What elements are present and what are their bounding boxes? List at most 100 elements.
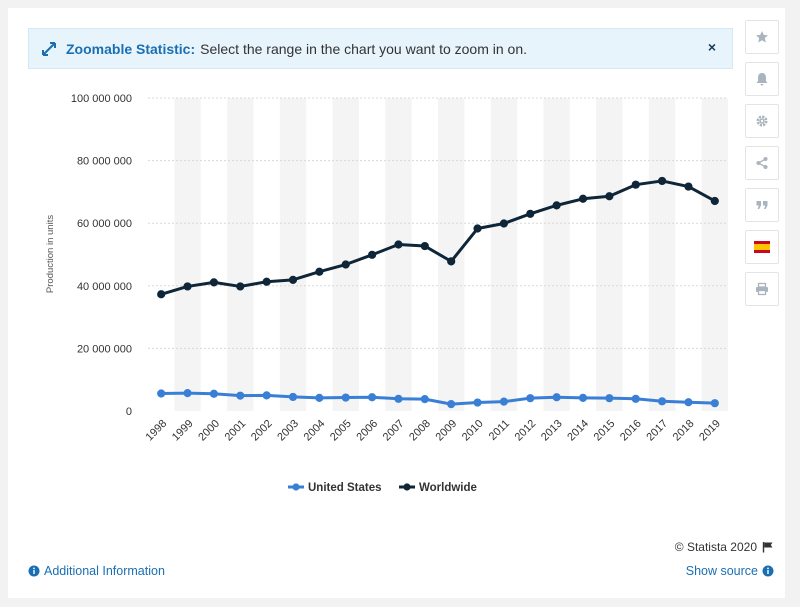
data-point[interactable] — [578, 194, 588, 203]
share-button[interactable] — [745, 146, 779, 180]
data-point[interactable] — [420, 241, 429, 251]
y-tick-label: 60 000 000 — [77, 218, 132, 230]
legend-swatch-marker — [403, 483, 411, 491]
expand-arrows-icon — [42, 41, 56, 56]
data-point[interactable] — [236, 391, 245, 400]
x-tick-label: 2007 — [381, 418, 407, 444]
x-tick-label: 2000 — [196, 418, 222, 444]
data-point[interactable] — [657, 176, 667, 186]
legend-label[interactable]: United States — [308, 482, 382, 494]
data-point[interactable] — [526, 394, 535, 403]
quote-icon — [756, 201, 768, 209]
x-tick-label: 2011 — [487, 418, 512, 443]
banner-text: Select the range in the chart you want t… — [200, 40, 528, 57]
info-icon — [762, 565, 774, 577]
alternating-bands — [174, 98, 728, 411]
x-tick-label: 1998 — [144, 418, 170, 444]
y-tick-label: 80 000 000 — [77, 156, 132, 168]
data-point[interactable] — [552, 201, 561, 210]
data-point[interactable] — [341, 260, 350, 269]
x-tick-label: 2004 — [302, 418, 328, 444]
notification-button[interactable] — [745, 62, 779, 96]
gear-icon — [756, 115, 768, 127]
data-point[interactable] — [367, 393, 377, 402]
y-tick-label: 100 000 000 — [71, 93, 132, 105]
data-point[interactable] — [183, 389, 192, 398]
series-line — [161, 391, 715, 406]
additional-info-link[interactable]: Additional Information — [28, 564, 165, 578]
banner-close-button[interactable]: × — [707, 39, 716, 55]
data-point[interactable] — [447, 400, 456, 409]
data-point[interactable] — [605, 192, 614, 201]
y-axis-ticks: 0 20 000 000 40 000 000 60 000 000 80 000 00… — [71, 93, 132, 418]
band — [332, 98, 359, 411]
show-source-link[interactable]: Show source — [686, 564, 774, 578]
data-point[interactable] — [526, 209, 535, 218]
band — [279, 98, 307, 411]
data-point[interactable] — [684, 182, 693, 191]
series-line — [160, 179, 716, 296]
data-point[interactable] — [657, 397, 667, 406]
star-icon — [756, 31, 768, 43]
band — [490, 98, 518, 411]
x-tick-label: 2009 — [434, 418, 460, 444]
data-point[interactable] — [157, 290, 166, 299]
x-tick-label: 2010 — [460, 418, 486, 444]
data-point[interactable] — [473, 398, 482, 407]
data-point[interactable] — [367, 250, 377, 259]
x-tick-label: 2019 — [697, 418, 723, 444]
x-tick-label: 2017 — [644, 418, 670, 444]
data-point[interactable] — [209, 278, 219, 287]
band — [227, 98, 254, 411]
data-point[interactable] — [394, 240, 403, 249]
series-lines — [157, 176, 719, 409]
data-point[interactable] — [315, 393, 324, 402]
favorite-button[interactable] — [745, 20, 779, 54]
data-point[interactable] — [236, 282, 245, 291]
legend[interactable]: United States Worldwide — [288, 482, 477, 494]
additional-info-label: Additional Information — [44, 564, 165, 578]
data-point[interactable] — [394, 394, 403, 403]
data-point[interactable] — [262, 277, 271, 286]
data-point[interactable] — [262, 391, 271, 400]
x-tick-label: 2014 — [565, 418, 591, 444]
data-point[interactable] — [499, 397, 509, 406]
data-point[interactable] — [209, 389, 219, 398]
language-button[interactable] — [745, 230, 779, 264]
flag-icon — [762, 542, 773, 553]
data-point[interactable] — [447, 257, 456, 266]
spanish-flag-icon — [754, 241, 770, 253]
data-point[interactable] — [710, 399, 719, 408]
bell-icon — [756, 73, 768, 86]
data-point[interactable] — [288, 275, 298, 284]
data-point[interactable] — [578, 393, 588, 402]
x-tick-label: 2018 — [671, 418, 697, 444]
data-point[interactable] — [710, 196, 719, 206]
data-point[interactable] — [684, 398, 693, 407]
data-point[interactable] — [288, 392, 298, 402]
legend-label[interactable]: Worldwide — [419, 482, 477, 494]
info-icon — [28, 565, 40, 577]
data-point[interactable] — [631, 394, 640, 403]
data-point[interactable] — [341, 393, 350, 402]
data-point[interactable] — [605, 394, 614, 403]
print-button[interactable] — [745, 272, 779, 306]
data-point[interactable] — [157, 389, 166, 398]
x-tick-label: 2008 — [407, 418, 433, 444]
credit-text: © Statista 2020 — [674, 540, 757, 554]
data-point[interactable] — [183, 282, 192, 291]
x-tick-label: 1999 — [170, 418, 196, 444]
data-point[interactable] — [473, 224, 482, 233]
data-point[interactable] — [420, 395, 429, 404]
y-tick-label: 20 000 000 — [77, 343, 132, 355]
legend-swatch-marker — [292, 483, 300, 491]
cite-button[interactable] — [745, 188, 779, 222]
settings-button[interactable] — [745, 104, 779, 138]
x-tick-label: 2003 — [275, 418, 301, 444]
band — [385, 98, 412, 411]
data-point[interactable] — [499, 219, 509, 228]
data-point[interactable] — [315, 267, 324, 276]
data-point[interactable] — [631, 180, 640, 189]
data-point[interactable] — [552, 393, 561, 402]
